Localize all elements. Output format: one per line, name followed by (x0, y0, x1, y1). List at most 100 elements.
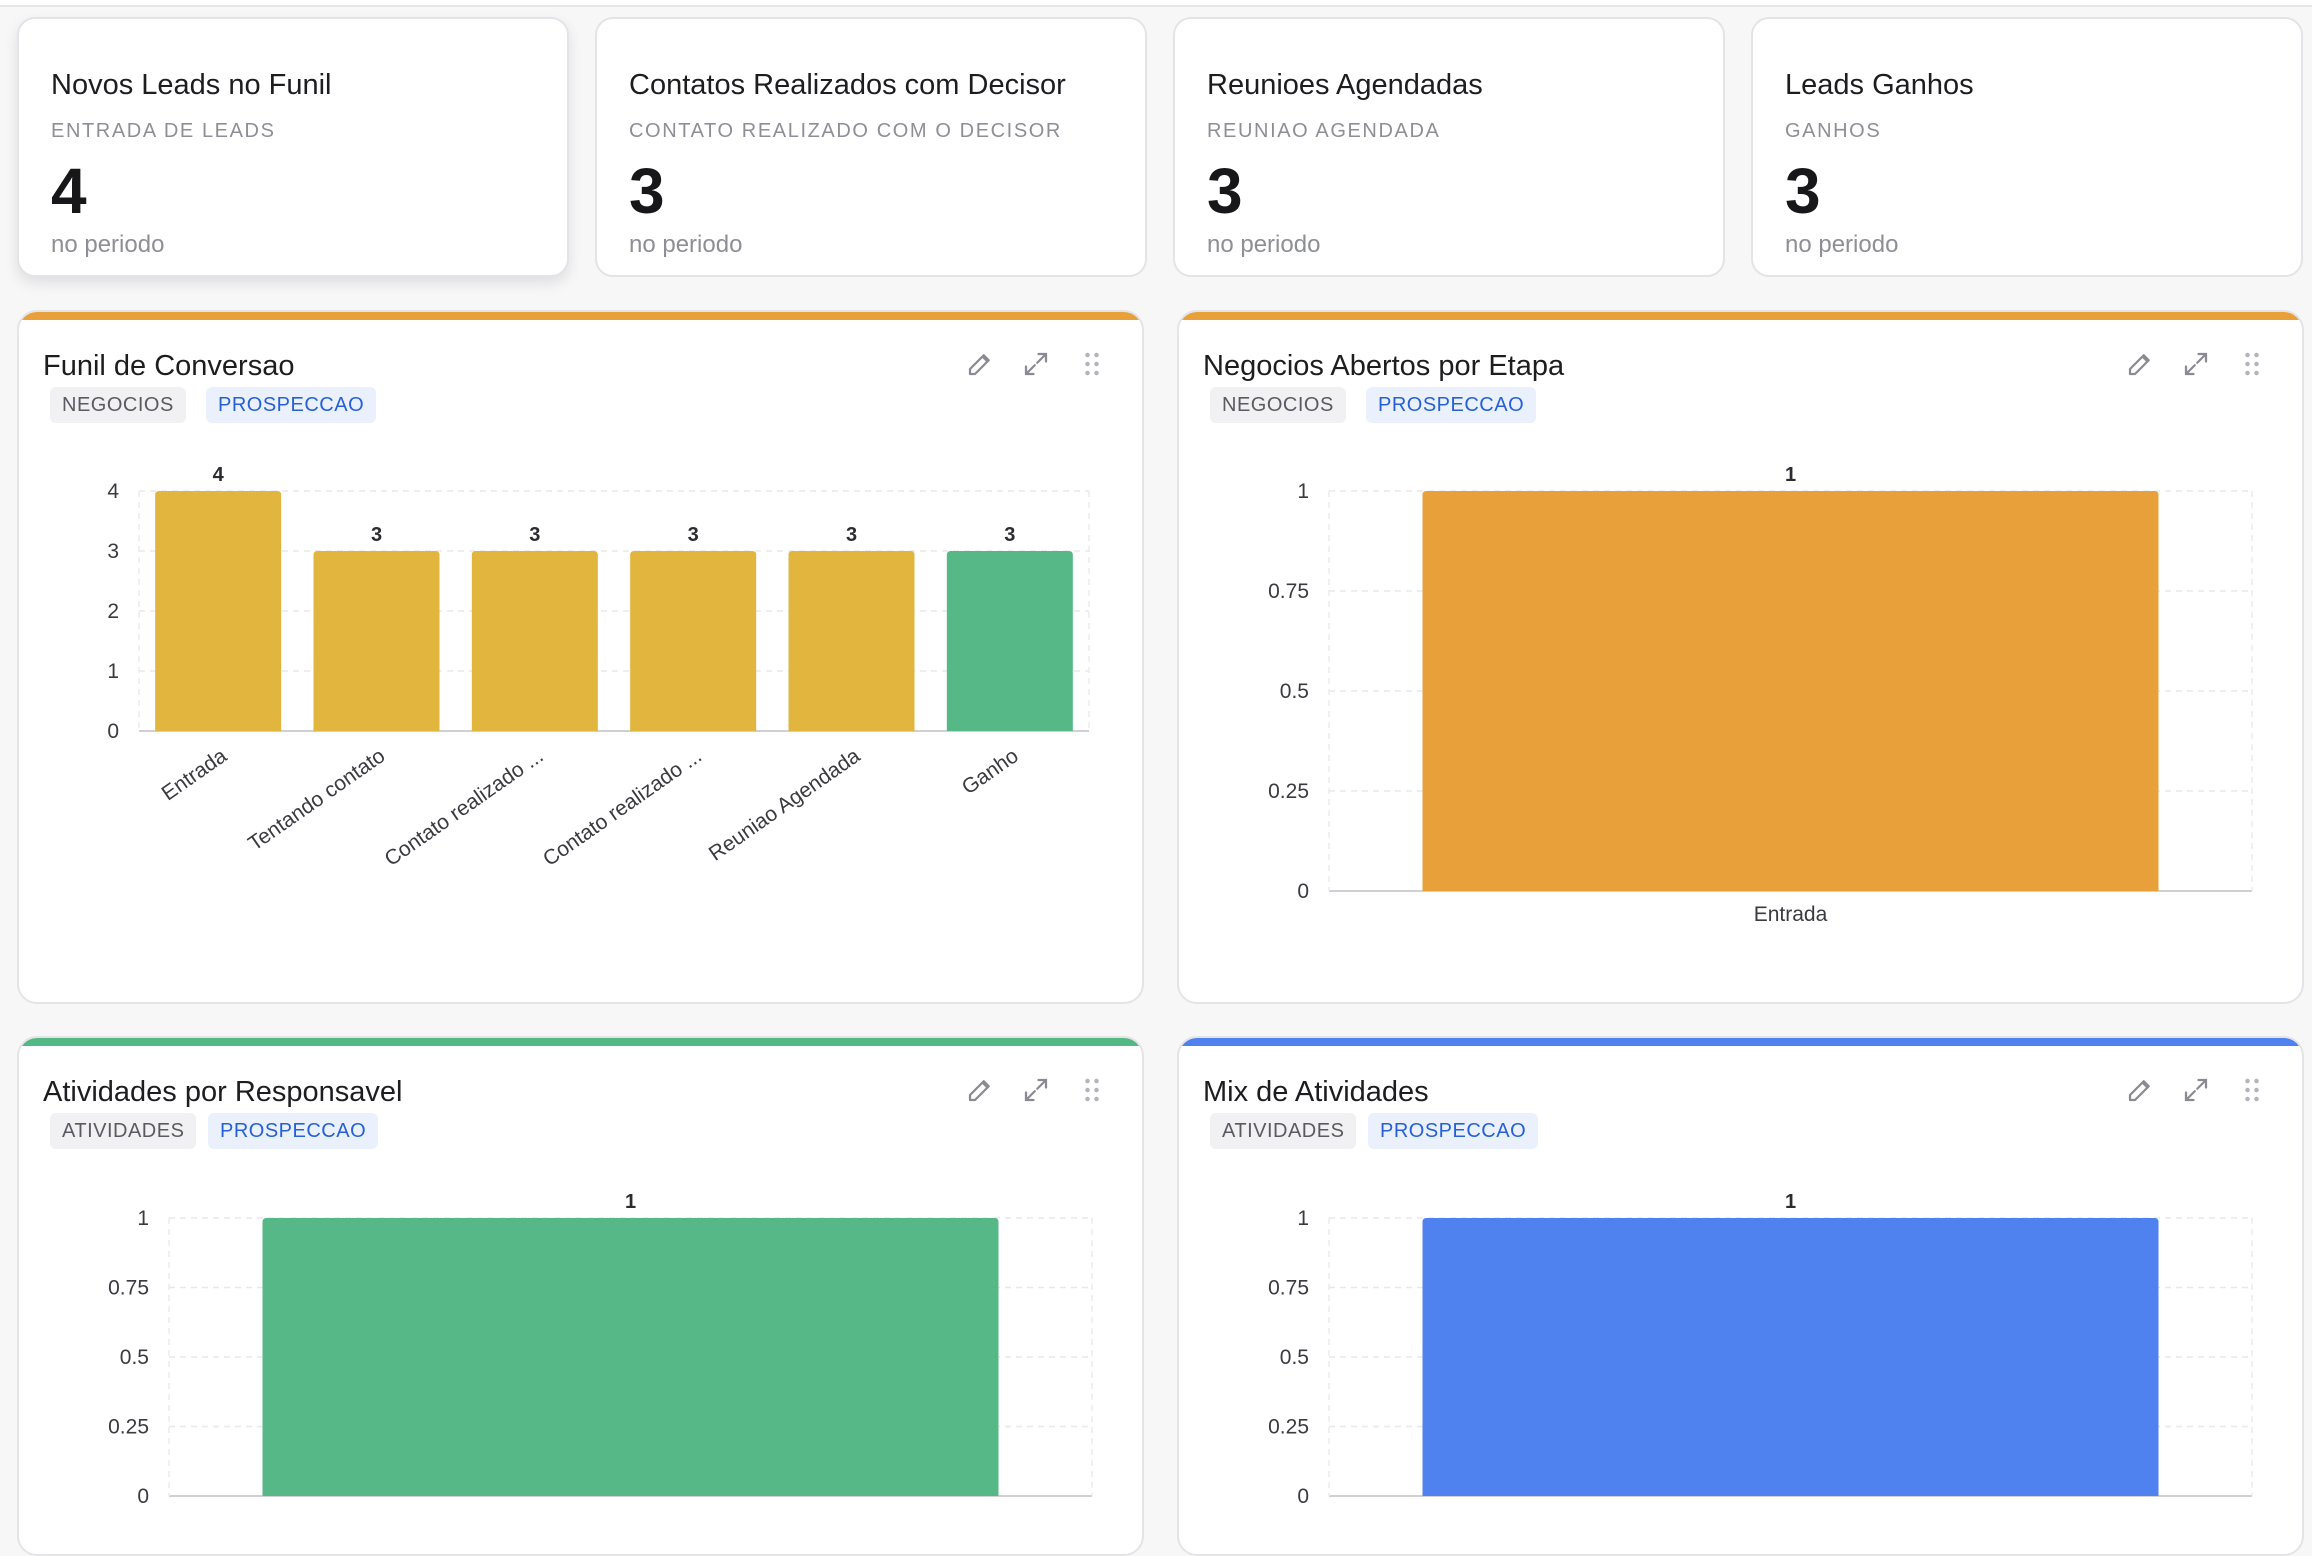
stat-value: 3 (1785, 155, 1821, 227)
chart-card-mix-atividades: Mix de Atividades ATIVIDADES PROSPECCAO … (1177, 1036, 2304, 1556)
y-tick-label: 0 (107, 720, 119, 743)
x-tick-label: Tentando contato (244, 744, 389, 855)
edit-button[interactable] (2120, 1070, 2160, 1110)
bar-value-label: 1 (1785, 464, 1796, 486)
y-tick-label: 1 (1297, 480, 1309, 503)
y-tick-label: 0.25 (108, 1416, 149, 1439)
stat-footnote: no periodo (1207, 231, 1321, 258)
chart-title: Mix de Atividades (1203, 1076, 1429, 1108)
stat-title: Leads Ganhos (1785, 69, 1974, 101)
stat-subtitle: CONTATO REALIZADO COM O DECISOR (629, 120, 1062, 142)
x-tick-label: Ganho (958, 744, 1023, 799)
chart-card-funil: Funil de Conversao NEGOCIOS PROSPECCAO 0… (17, 310, 1144, 1004)
x-tick-label: Entrada (1754, 903, 1828, 926)
pencil-icon (968, 1080, 990, 1102)
edit-button[interactable] (960, 1070, 1000, 1110)
y-tick-label: 0 (1297, 1485, 1309, 1508)
chart-title: Negocios Abertos por Etapa (1203, 350, 1565, 382)
y-tick-label: 0 (1297, 880, 1309, 903)
y-tick-label: 0.75 (108, 1277, 149, 1300)
expand-icon (2184, 352, 2208, 376)
expand-button[interactable] (1016, 344, 1056, 384)
bar-value-label: 1 (625, 1191, 636, 1213)
chart-card-negocios-etapa: Negocios Abertos por Etapa NEGOCIOS PROS… (1177, 310, 2304, 1004)
y-tick-label: 1 (137, 1207, 149, 1230)
stat-subtitle: REUNIAO AGENDADA (1207, 120, 1441, 142)
bar[interactable] (471, 551, 598, 731)
bar-value-label: 3 (846, 524, 857, 546)
bar[interactable] (630, 551, 757, 731)
y-tick-label: 0.25 (1268, 780, 1309, 803)
bar-value-label: 3 (1004, 524, 1015, 546)
stat-card-won-leads[interactable]: Leads Ganhos GANHOS 3 no periodo (1751, 17, 2303, 277)
bar-value-label: 3 (688, 524, 699, 546)
card-accent-bar (1179, 312, 2302, 320)
expand-button[interactable] (2176, 344, 2216, 384)
bar[interactable] (155, 491, 282, 731)
stat-value: 3 (1207, 155, 1243, 227)
drag-handle-icon (2245, 1078, 2259, 1102)
y-tick-label: 0.5 (1280, 1346, 1309, 1369)
y-tick-label: 3 (107, 540, 119, 563)
expand-icon (1024, 352, 1048, 376)
bar-chart: 0 0.25 0.5 0.75 1 1 Entrada (1268, 464, 2253, 926)
tag-chip: PROSPECCAO (1366, 387, 1537, 423)
expand-icon (2184, 1078, 2208, 1102)
drag-handle[interactable] (1072, 1070, 1112, 1110)
bar[interactable] (788, 551, 915, 731)
stat-title: Reunioes Agendadas (1207, 69, 1483, 101)
y-tick-label: 0.5 (1280, 680, 1309, 703)
bar-chart: 0 0.25 0.5 0.75 1 1 (108, 1191, 1093, 1508)
drag-handle[interactable] (2232, 1070, 2272, 1110)
y-tick-label: 0.75 (1268, 1277, 1309, 1300)
card-accent-bar (19, 312, 1142, 320)
x-tick-label: Contato realizado ... (539, 744, 706, 871)
expand-button[interactable] (2176, 1070, 2216, 1110)
drag-handle[interactable] (2232, 344, 2272, 384)
x-tick-label: Entrada (158, 744, 232, 805)
drag-handle-icon (2245, 352, 2259, 376)
drag-handle-icon (1085, 352, 1099, 376)
tag-chip: ATIVIDADES (50, 1113, 197, 1149)
bar[interactable] (313, 551, 440, 731)
tag-chip: PROSPECCAO (208, 1113, 379, 1149)
bar[interactable] (946, 551, 1073, 731)
bar[interactable] (1422, 491, 2159, 891)
stat-card-contacts[interactable]: Contatos Realizados com Decisor CONTATO … (595, 17, 1147, 277)
y-tick-label: 1 (1297, 1207, 1309, 1230)
stat-value: 3 (629, 155, 665, 227)
bar-chart: 0 0.25 0.5 0.75 1 1 (1268, 1191, 2253, 1508)
stat-card-new-leads[interactable]: Novos Leads no Funil ENTRADA DE LEADS 4 … (17, 17, 569, 277)
drag-handle[interactable] (1072, 344, 1112, 384)
bar-chart: 0 1 2 3 4 4 Entrada 3 Tentando contato 3 Contato r… (107, 464, 1090, 871)
chart-title: Funil de Conversao (43, 350, 295, 382)
bar-value-label: 4 (213, 464, 225, 486)
stat-footnote: no periodo (51, 231, 165, 258)
stat-title: Contatos Realizados com Decisor (629, 69, 1066, 101)
bar[interactable] (262, 1218, 999, 1496)
stat-subtitle: ENTRADA DE LEADS (51, 120, 276, 142)
y-tick-label: 0.5 (120, 1346, 149, 1369)
tag-chip: ATIVIDADES (1210, 1113, 1357, 1149)
pencil-icon (2128, 1080, 2150, 1102)
chart-title: Atividades por Responsavel (43, 1076, 403, 1108)
edit-button[interactable] (2120, 344, 2160, 384)
stat-card-meetings[interactable]: Reunioes Agendadas REUNIAO AGENDADA 3 no… (1173, 17, 1725, 277)
expand-button[interactable] (1016, 1070, 1056, 1110)
bar[interactable] (1422, 1218, 2159, 1496)
bar-value-label: 1 (1785, 1191, 1796, 1213)
y-tick-label: 4 (107, 480, 119, 503)
x-tick-label: Contato realizado ... (381, 744, 548, 871)
expand-icon (1024, 1078, 1048, 1102)
pencil-icon (968, 354, 990, 376)
y-tick-label: 0.25 (1268, 1416, 1309, 1439)
card-accent-bar (1179, 1038, 2302, 1046)
x-tick-label: Reuniao Agendada (705, 744, 865, 866)
edit-button[interactable] (960, 344, 1000, 384)
tag-chip: NEGOCIOS (1210, 387, 1346, 423)
y-tick-label: 1 (107, 660, 119, 683)
y-tick-label: 2 (107, 600, 119, 623)
stat-title: Novos Leads no Funil (51, 69, 332, 101)
bar-value-label: 3 (371, 524, 382, 546)
tag-chip: NEGOCIOS (50, 387, 186, 423)
